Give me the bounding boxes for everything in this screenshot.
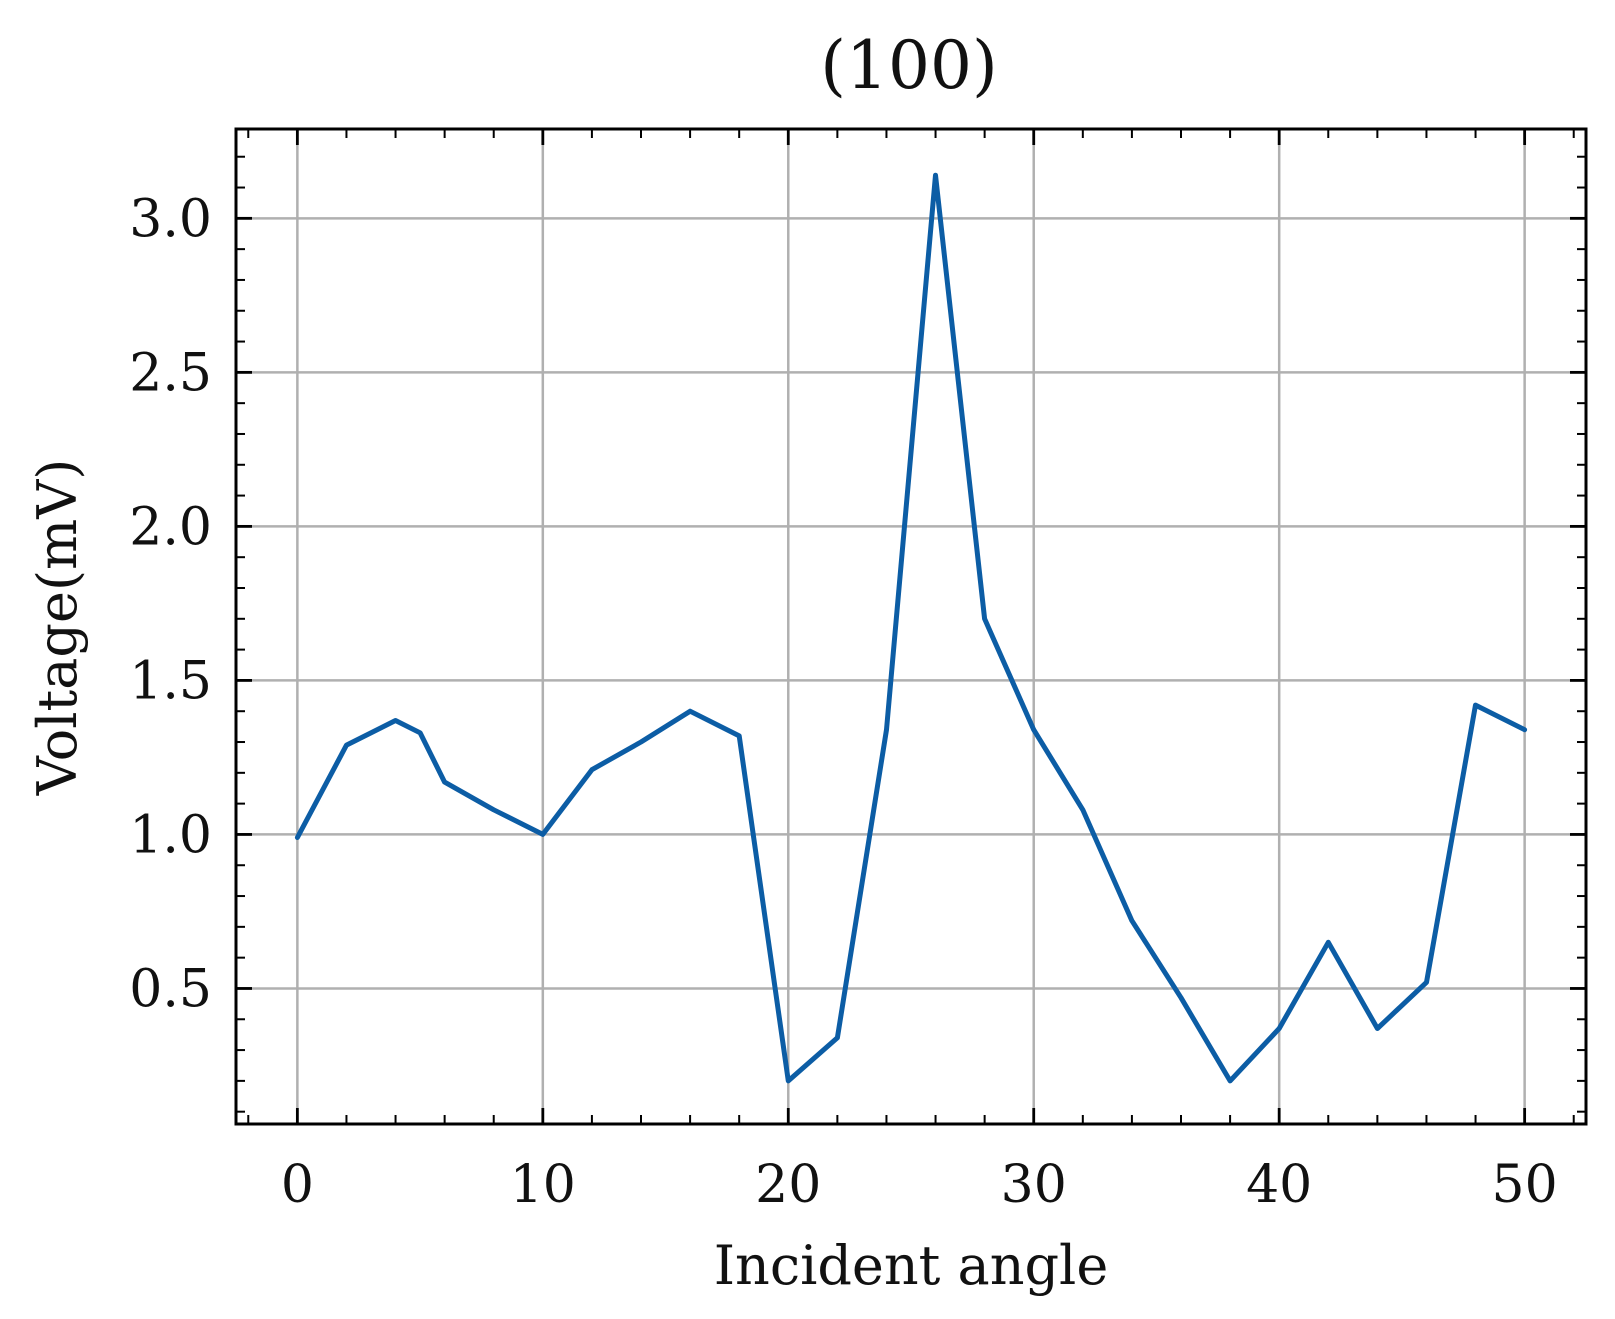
ticks [236,129,1586,1124]
chart-title: (100) [820,27,997,104]
x-tick-label: 0 [281,1155,314,1215]
y-tick-label: 3.0 [129,189,212,249]
x-tick-label: 20 [755,1155,821,1215]
x-axis-label: Incident angle [714,1234,1109,1297]
x-tick-label: 10 [510,1155,576,1215]
tick-labels: 0 10 20 30 40 50 0.5 1.0 1.5 2.0 2.5 3.0 [129,189,1557,1215]
data-series [294,172,1528,1084]
y-tick-label: 1.5 [129,651,212,711]
series-line [294,172,1528,1084]
grid [236,129,1586,1124]
plot-frame [234,127,1588,1126]
x-tick-label: 50 [1492,1155,1558,1215]
x-tick-label: 40 [1246,1155,1312,1215]
y-tick-label: 2.5 [129,343,212,403]
y-tick-label: 0.5 [129,959,212,1019]
y-axis-label: Voltage(mV) [26,459,89,797]
y-tick-label: 2.0 [129,497,212,557]
x-tick-label: 30 [1001,1155,1067,1215]
y-tick-label: 1.0 [129,805,212,865]
